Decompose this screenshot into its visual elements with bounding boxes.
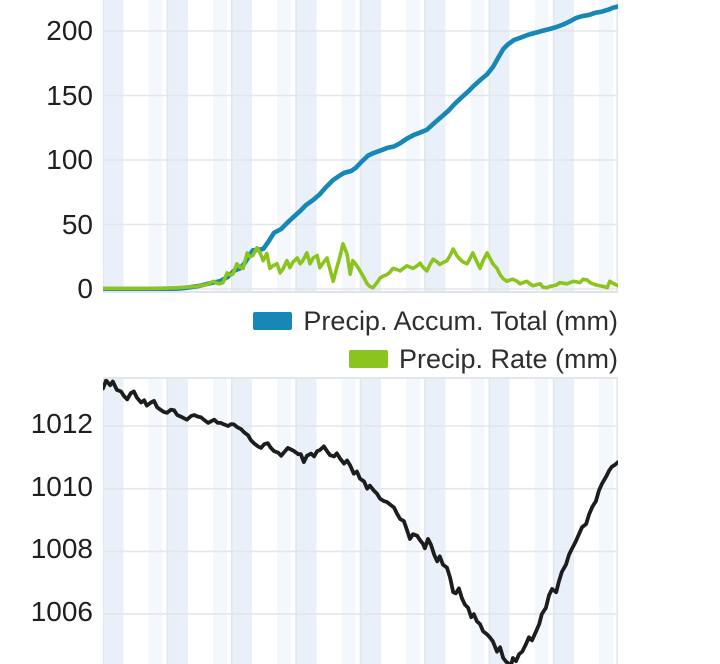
y-tick-label: 1008 [30, 533, 93, 565]
precip-rate-swatch-icon [348, 350, 388, 368]
precip-y-axis: 200 150 100 50 0 [0, 0, 93, 304]
precip-chart-svg [103, 0, 618, 291]
precip-plot-area[interactable] [103, 0, 618, 293]
y-tick-label: 1006 [30, 596, 93, 628]
precip-chart: 200 150 100 50 0 [0, 0, 720, 304]
y-tick-label: 1010 [30, 470, 93, 502]
series-line-pressure [103, 379, 618, 664]
series-line-precip-accum-total-mm [103, 4, 618, 291]
y-tick-label: 200 [46, 15, 93, 46]
y-tick-label: 100 [46, 144, 93, 175]
pressure-plot-area[interactable] [103, 377, 618, 664]
legend-label-precip-accum: Precip. Accum. Total (mm) [303, 306, 618, 336]
legend-item-precip-accum: Precip. Accum. Total (mm) [0, 302, 618, 340]
pressure-chart-svg [103, 379, 618, 664]
legend-item-precip-rate: Precip. Rate (mm) [0, 340, 618, 378]
chart-legend: Precip. Accum. Total (mm) Precip. Rate (… [0, 302, 618, 378]
y-tick-label: 1012 [30, 408, 93, 439]
pressure-y-axis: 1012 1010 1008 1006 [0, 377, 93, 664]
y-tick-label: 150 [46, 79, 93, 111]
y-tick-label: 0 [77, 273, 93, 304]
pressure-chart: 1012 1010 1008 1006 [0, 377, 720, 664]
series-line-precip-rate-mm [103, 242, 618, 291]
precip-accum-swatch-icon [253, 312, 293, 330]
y-tick-label: 50 [61, 208, 93, 240]
legend-label-precip-rate: Precip. Rate (mm) [398, 344, 618, 374]
